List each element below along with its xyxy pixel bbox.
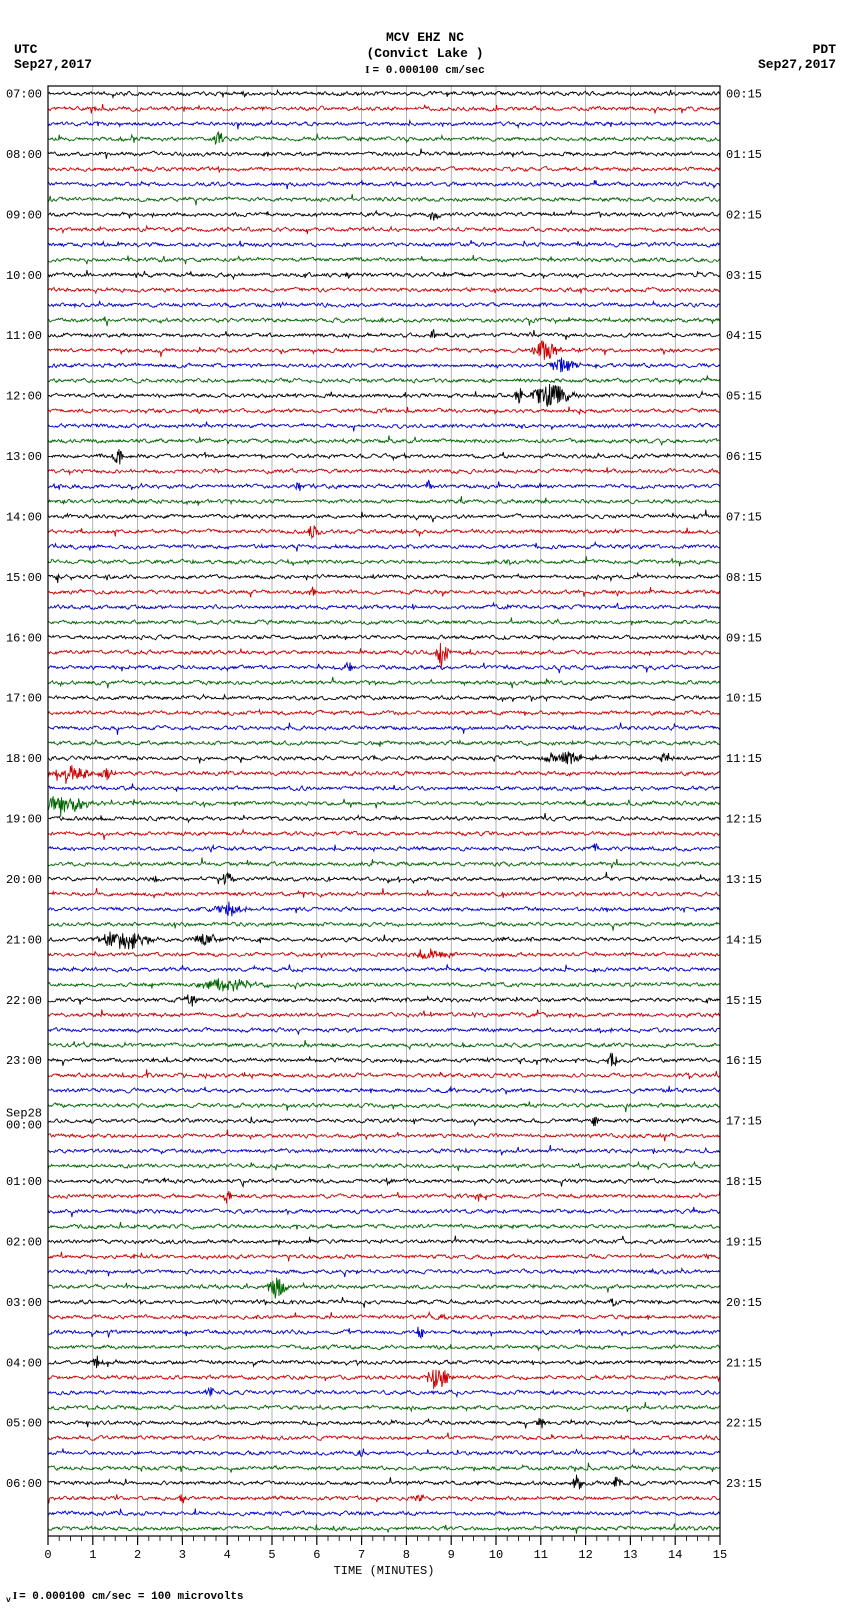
svg-text:10:15: 10:15 [726,692,762,706]
svg-text:03:15: 03:15 [726,269,762,283]
svg-text:18:00: 18:00 [6,752,42,766]
svg-text:00:00: 00:00 [6,1119,42,1133]
svg-text:9: 9 [448,1548,455,1562]
svg-text:09:00: 09:00 [6,208,42,222]
left-timezone: UTC [14,42,37,57]
svg-text:11:00: 11:00 [6,329,42,343]
svg-text:17:00: 17:00 [6,692,42,706]
svg-text:4: 4 [224,1548,231,1562]
svg-text:12:00: 12:00 [6,390,42,404]
scale-bar-label: I= 0.000100 cm/sec [0,64,850,77]
svg-text:16:15: 16:15 [726,1054,762,1068]
svg-text:02:00: 02:00 [6,1235,42,1249]
svg-text:1: 1 [89,1548,96,1562]
svg-text:15:00: 15:00 [6,571,42,585]
svg-text:03:00: 03:00 [6,1296,42,1310]
svg-text:14:00: 14:00 [6,510,42,524]
left-date: Sep27,2017 [14,57,92,72]
svg-text:07:00: 07:00 [6,88,42,102]
svg-text:18:15: 18:15 [726,1175,762,1189]
svg-text:23:00: 23:00 [6,1054,42,1068]
svg-text:11: 11 [534,1548,548,1562]
svg-text:01:15: 01:15 [726,148,762,162]
svg-text:10: 10 [489,1548,503,1562]
svg-text:3: 3 [179,1548,186,1562]
svg-text:05:15: 05:15 [726,390,762,404]
svg-text:01:00: 01:00 [6,1175,42,1189]
svg-text:12:15: 12:15 [726,813,762,827]
station-name: (Convict Lake ) [0,46,850,61]
svg-text:7: 7 [358,1548,365,1562]
svg-text:05:00: 05:00 [6,1417,42,1431]
station-code: MCV EHZ NC [0,30,850,45]
footer-note: vI= 0.000100 cm/sec = 100 microvolts [6,1590,244,1605]
svg-text:15:15: 15:15 [726,994,762,1008]
svg-text:22:15: 22:15 [726,1417,762,1431]
svg-text:22:00: 22:00 [6,994,42,1008]
svg-text:21:15: 21:15 [726,1356,762,1370]
svg-text:10:00: 10:00 [6,269,42,283]
svg-text:14: 14 [668,1548,682,1562]
svg-text:5: 5 [268,1548,275,1562]
svg-text:07:15: 07:15 [726,510,762,524]
right-timezone: PDT [813,42,836,57]
svg-text:08:15: 08:15 [726,571,762,585]
svg-text:2: 2 [134,1548,141,1562]
svg-text:06:15: 06:15 [726,450,762,464]
svg-text:14:15: 14:15 [726,933,762,947]
svg-text:13: 13 [623,1548,637,1562]
svg-text:12: 12 [578,1548,592,1562]
page-root: MCV EHZ NC (Convict Lake ) I= 0.000100 c… [0,0,850,1613]
svg-text:21:00: 21:00 [6,933,42,947]
svg-text:04:15: 04:15 [726,329,762,343]
svg-text:09:15: 09:15 [726,631,762,645]
helicorder-plot: 07:00 00:15 08:00 01:15 09:00 02:15 10:00 03:15… [3,81,795,1601]
right-date: Sep27,2017 [758,57,836,72]
svg-text:TIME (MINUTES): TIME (MINUTES) [334,1564,435,1578]
svg-text:20:00: 20:00 [6,873,42,887]
svg-text:13:00: 13:00 [6,450,42,464]
svg-text:16:00: 16:00 [6,631,42,645]
svg-text:19:00: 19:00 [6,813,42,827]
svg-text:0: 0 [44,1548,51,1562]
svg-text:23:15: 23:15 [726,1477,762,1491]
svg-text:02:15: 02:15 [726,208,762,222]
svg-text:06:00: 06:00 [6,1477,42,1491]
svg-text:11:15: 11:15 [726,752,762,766]
svg-text:6: 6 [313,1548,320,1562]
svg-text:08:00: 08:00 [6,148,42,162]
svg-text:13:15: 13:15 [726,873,762,887]
svg-text:19:15: 19:15 [726,1235,762,1249]
svg-text:20:15: 20:15 [726,1296,762,1310]
svg-text:15: 15 [713,1548,727,1562]
svg-text:00:15: 00:15 [726,88,762,102]
svg-text:8: 8 [403,1548,410,1562]
svg-text:17:15: 17:15 [726,1115,762,1129]
svg-text:04:00: 04:00 [6,1356,42,1370]
